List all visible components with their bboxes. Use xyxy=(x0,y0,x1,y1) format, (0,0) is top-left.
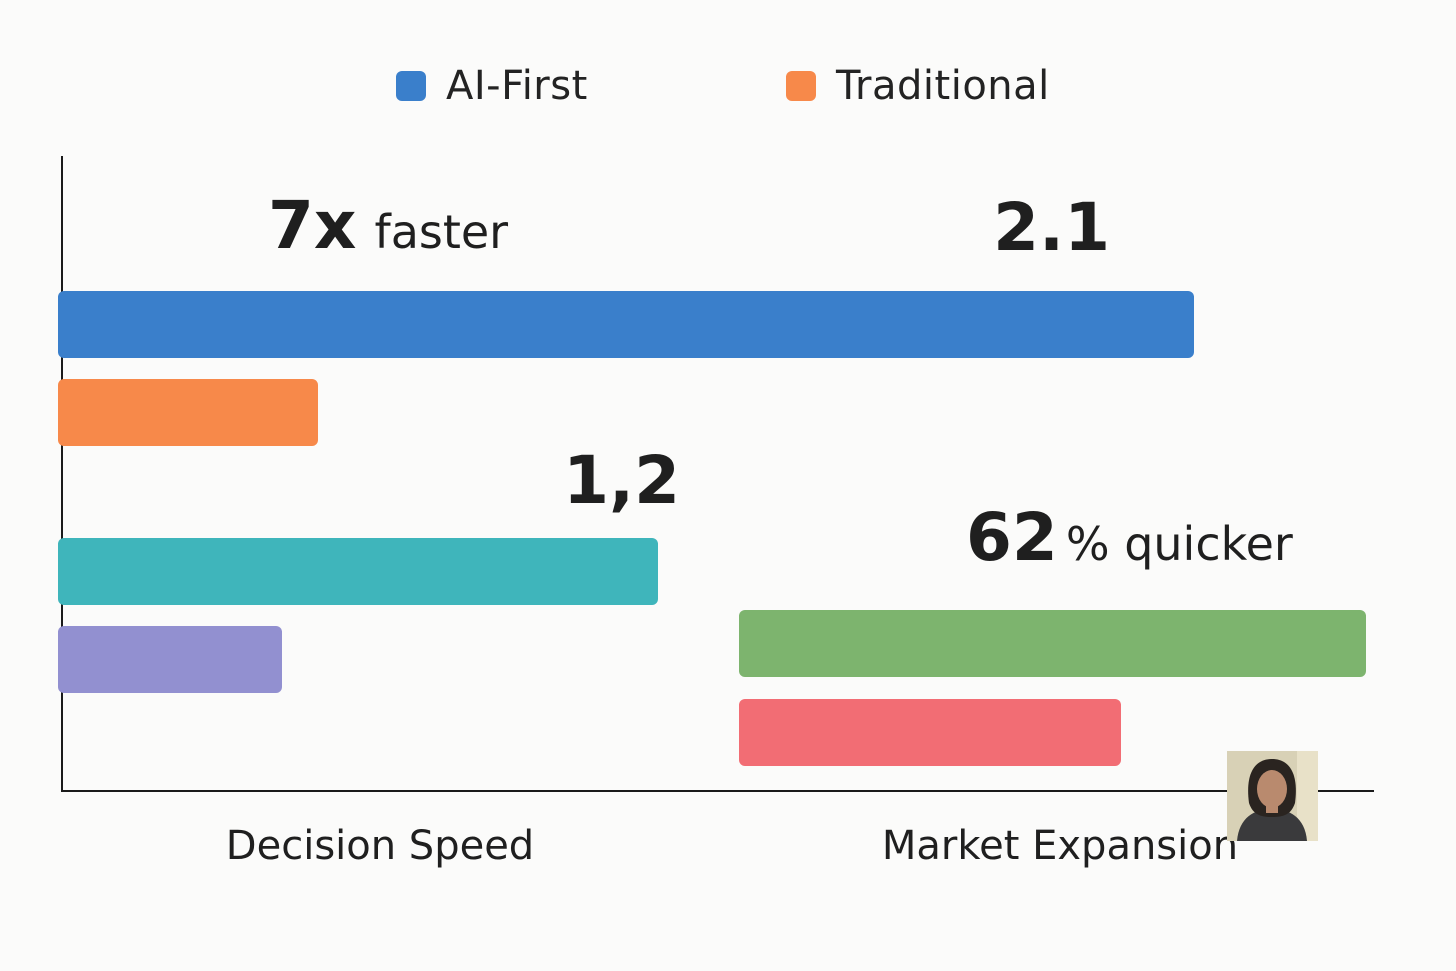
person-photo-icon xyxy=(1227,751,1318,841)
legend-swatch-traditional xyxy=(786,71,816,101)
legend-label-ai-first: AI-First xyxy=(446,63,588,109)
bar-market-expansion-1 xyxy=(739,699,1121,766)
legend-swatch-ai-first xyxy=(396,71,426,101)
category-label-market-expansion: Market Expansion xyxy=(882,823,1238,869)
data-label-0: 7x faster xyxy=(268,187,508,264)
legend: AI-First Traditional xyxy=(0,60,1456,112)
bar-decision-speed-2 xyxy=(58,538,658,605)
bar-decision-speed-3 xyxy=(58,626,282,693)
data-label-2: 1,2 xyxy=(563,442,680,519)
bar-decision-speed-1 xyxy=(58,379,318,446)
legend-item-traditional: Traditional xyxy=(786,60,1050,112)
legend-item-ai-first: AI-First xyxy=(396,60,588,112)
data-label-3: 62% quicker xyxy=(966,499,1293,576)
legend-label-traditional: Traditional xyxy=(836,63,1050,109)
data-label-1: 2.1 xyxy=(993,189,1110,266)
avatar xyxy=(1227,751,1318,841)
bar-market-expansion-0 xyxy=(739,610,1366,677)
category-label-decision-speed: Decision Speed xyxy=(226,823,534,869)
bar-decision-speed-0 xyxy=(58,291,1194,358)
